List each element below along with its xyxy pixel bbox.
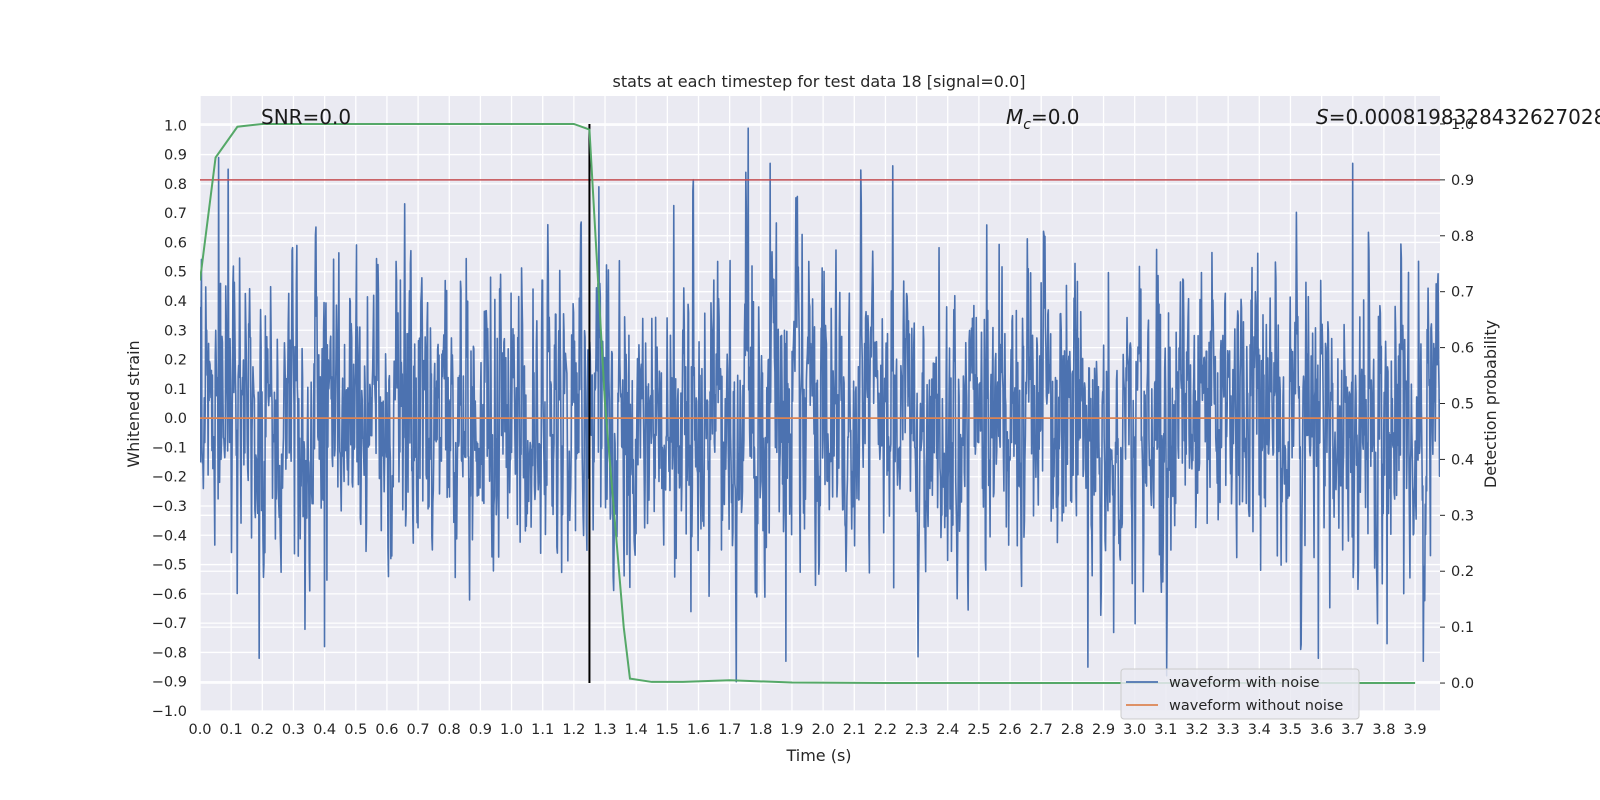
chirp-mass-annotation: Mc=0.0 bbox=[1006, 105, 1080, 133]
x-tick-label: 0.1 bbox=[220, 722, 243, 738]
x-tick-label: 0.5 bbox=[344, 722, 367, 738]
s-value: =0.0008198328432627028 bbox=[1329, 105, 1600, 129]
x-tick-label: 2.8 bbox=[1061, 722, 1084, 738]
x-tick-label: 0.7 bbox=[407, 722, 430, 738]
y-tick-label: −0.8 bbox=[152, 645, 187, 661]
x-tick-label: 1.6 bbox=[687, 722, 710, 738]
x-tick-label: 1.8 bbox=[749, 722, 772, 738]
x-tick-label: 3.0 bbox=[1123, 722, 1146, 738]
y-tick-label: 0.5 bbox=[164, 265, 187, 281]
x-tick-label: 0.0 bbox=[188, 722, 211, 738]
x-tick-label: 1.4 bbox=[625, 722, 648, 738]
x-tick-label: 1.9 bbox=[780, 722, 803, 738]
x-axis-label: Time (s) bbox=[785, 746, 851, 765]
x-tick-label: 3.2 bbox=[1185, 722, 1208, 738]
y-right-tick-label: 0.6 bbox=[1451, 341, 1474, 357]
chirp-mass-value: =0.0 bbox=[1031, 105, 1080, 129]
y-tick-label: −0.9 bbox=[152, 675, 187, 691]
y-tick-label: −1.0 bbox=[152, 704, 187, 720]
chirp-mass-symbol: M bbox=[1006, 105, 1023, 129]
axis-ticks: 0.0 0.1 0.2 0.3 0.4 0.5 0.6 0.7 0.8 0.9 1.0 1.1 1.2 1… bbox=[152, 117, 1474, 738]
legend: waveform with noise waveform without noi… bbox=[1120, 668, 1360, 720]
legend-label-waveform-without-noise: waveform without noise bbox=[1169, 698, 1343, 714]
y-right-tick-label: 0.7 bbox=[1451, 285, 1474, 301]
y-axis-label-right: Detection probability bbox=[1481, 320, 1500, 488]
y-tick-label: 0.2 bbox=[164, 353, 187, 369]
y-tick-label: −0.5 bbox=[152, 558, 187, 574]
x-tick-label: 1.7 bbox=[718, 722, 741, 738]
y-tick-label: 0.8 bbox=[164, 177, 187, 193]
y-right-tick-label: 0.4 bbox=[1451, 452, 1474, 468]
x-tick-label: 2.6 bbox=[999, 722, 1022, 738]
x-tick-label: 1.1 bbox=[531, 722, 554, 738]
legend-label-waveform-with-noise: waveform with noise bbox=[1169, 675, 1320, 691]
x-tick-label: 1.3 bbox=[593, 722, 616, 738]
x-tick-label: 1.5 bbox=[656, 722, 679, 738]
x-tick-label: 2.2 bbox=[874, 722, 897, 738]
y-axis-label: Whitened strain bbox=[124, 340, 143, 467]
y-right-tick-label: 0.2 bbox=[1451, 564, 1474, 580]
y-right-tick-label: 0.0 bbox=[1451, 676, 1474, 692]
y-tick-label: −0.2 bbox=[152, 470, 187, 486]
series-waveform-with-noise bbox=[200, 127, 1440, 683]
x-tick-label: 2.7 bbox=[1030, 722, 1053, 738]
detection-probability-line bbox=[200, 122, 1416, 685]
y-right-tick-label: 0.1 bbox=[1451, 620, 1474, 636]
y-tick-label: −0.1 bbox=[152, 440, 187, 456]
x-tick-label: 0.4 bbox=[313, 722, 336, 738]
x-tick-label: 3.7 bbox=[1341, 722, 1364, 738]
waveform-with-noise-line bbox=[200, 127, 1440, 683]
x-tick-label: 0.9 bbox=[469, 722, 492, 738]
x-tick-label: 2.3 bbox=[905, 722, 928, 738]
y-right-tick-label: 1.0 bbox=[1451, 117, 1474, 133]
x-tick-label: 3.3 bbox=[1217, 722, 1240, 738]
legend-box bbox=[1120, 668, 1360, 720]
y-tick-label: 0.7 bbox=[164, 206, 187, 222]
y-tick-label: −0.6 bbox=[152, 587, 187, 603]
overlay-lines bbox=[200, 122, 1440, 685]
x-tick-label: 3.8 bbox=[1372, 722, 1395, 738]
y-right-tick-label: 0.5 bbox=[1451, 397, 1474, 413]
y-tick-label: 0.6 bbox=[164, 235, 187, 251]
x-tick-label: 3.9 bbox=[1404, 722, 1427, 738]
x-tick-label: 3.1 bbox=[1154, 722, 1177, 738]
y-tick-label: 0.3 bbox=[164, 323, 187, 339]
x-tick-label: 2.1 bbox=[843, 722, 866, 738]
s-annotation: S=0.0008198328432627028 bbox=[1316, 105, 1600, 129]
y-tick-label: 0.1 bbox=[164, 382, 187, 398]
y-right-tick-label: 0.8 bbox=[1451, 229, 1474, 245]
x-tick-label: 2.9 bbox=[1092, 722, 1115, 738]
chart-title: stats at each timestep for test data 18 … bbox=[613, 72, 1026, 91]
y-tick-label: 0.4 bbox=[164, 294, 187, 310]
x-tick-label: 2.4 bbox=[936, 722, 959, 738]
s-symbol: S bbox=[1316, 105, 1329, 129]
snr-annotation: SNR=0.0 bbox=[261, 105, 351, 129]
x-tick-label: 0.6 bbox=[375, 722, 398, 738]
y-tick-label: −0.4 bbox=[152, 528, 187, 544]
y-tick-label: 0.0 bbox=[164, 411, 187, 427]
x-tick-label: 3.4 bbox=[1248, 722, 1271, 738]
y-tick-label: −0.3 bbox=[152, 499, 187, 515]
y-right-tick-label: 0.3 bbox=[1451, 508, 1474, 524]
x-tick-label: 2.0 bbox=[812, 722, 835, 738]
x-tick-label: 0.8 bbox=[438, 722, 461, 738]
y-right-tick-label: 0.9 bbox=[1451, 173, 1474, 189]
x-tick-label: 0.2 bbox=[251, 722, 274, 738]
y-tick-label: −0.7 bbox=[152, 616, 187, 632]
x-tick-label: 0.3 bbox=[282, 722, 305, 738]
x-tick-label: 3.5 bbox=[1279, 722, 1302, 738]
chirp-mass-subscript: c bbox=[1023, 117, 1031, 133]
x-tick-label: 1.0 bbox=[500, 722, 523, 738]
y-tick-label: 0.9 bbox=[164, 148, 187, 164]
x-tick-label: 1.2 bbox=[562, 722, 585, 738]
y-tick-label: 1.0 bbox=[164, 118, 187, 134]
x-tick-label: 2.5 bbox=[967, 722, 990, 738]
x-tick-label: 3.6 bbox=[1310, 722, 1333, 738]
